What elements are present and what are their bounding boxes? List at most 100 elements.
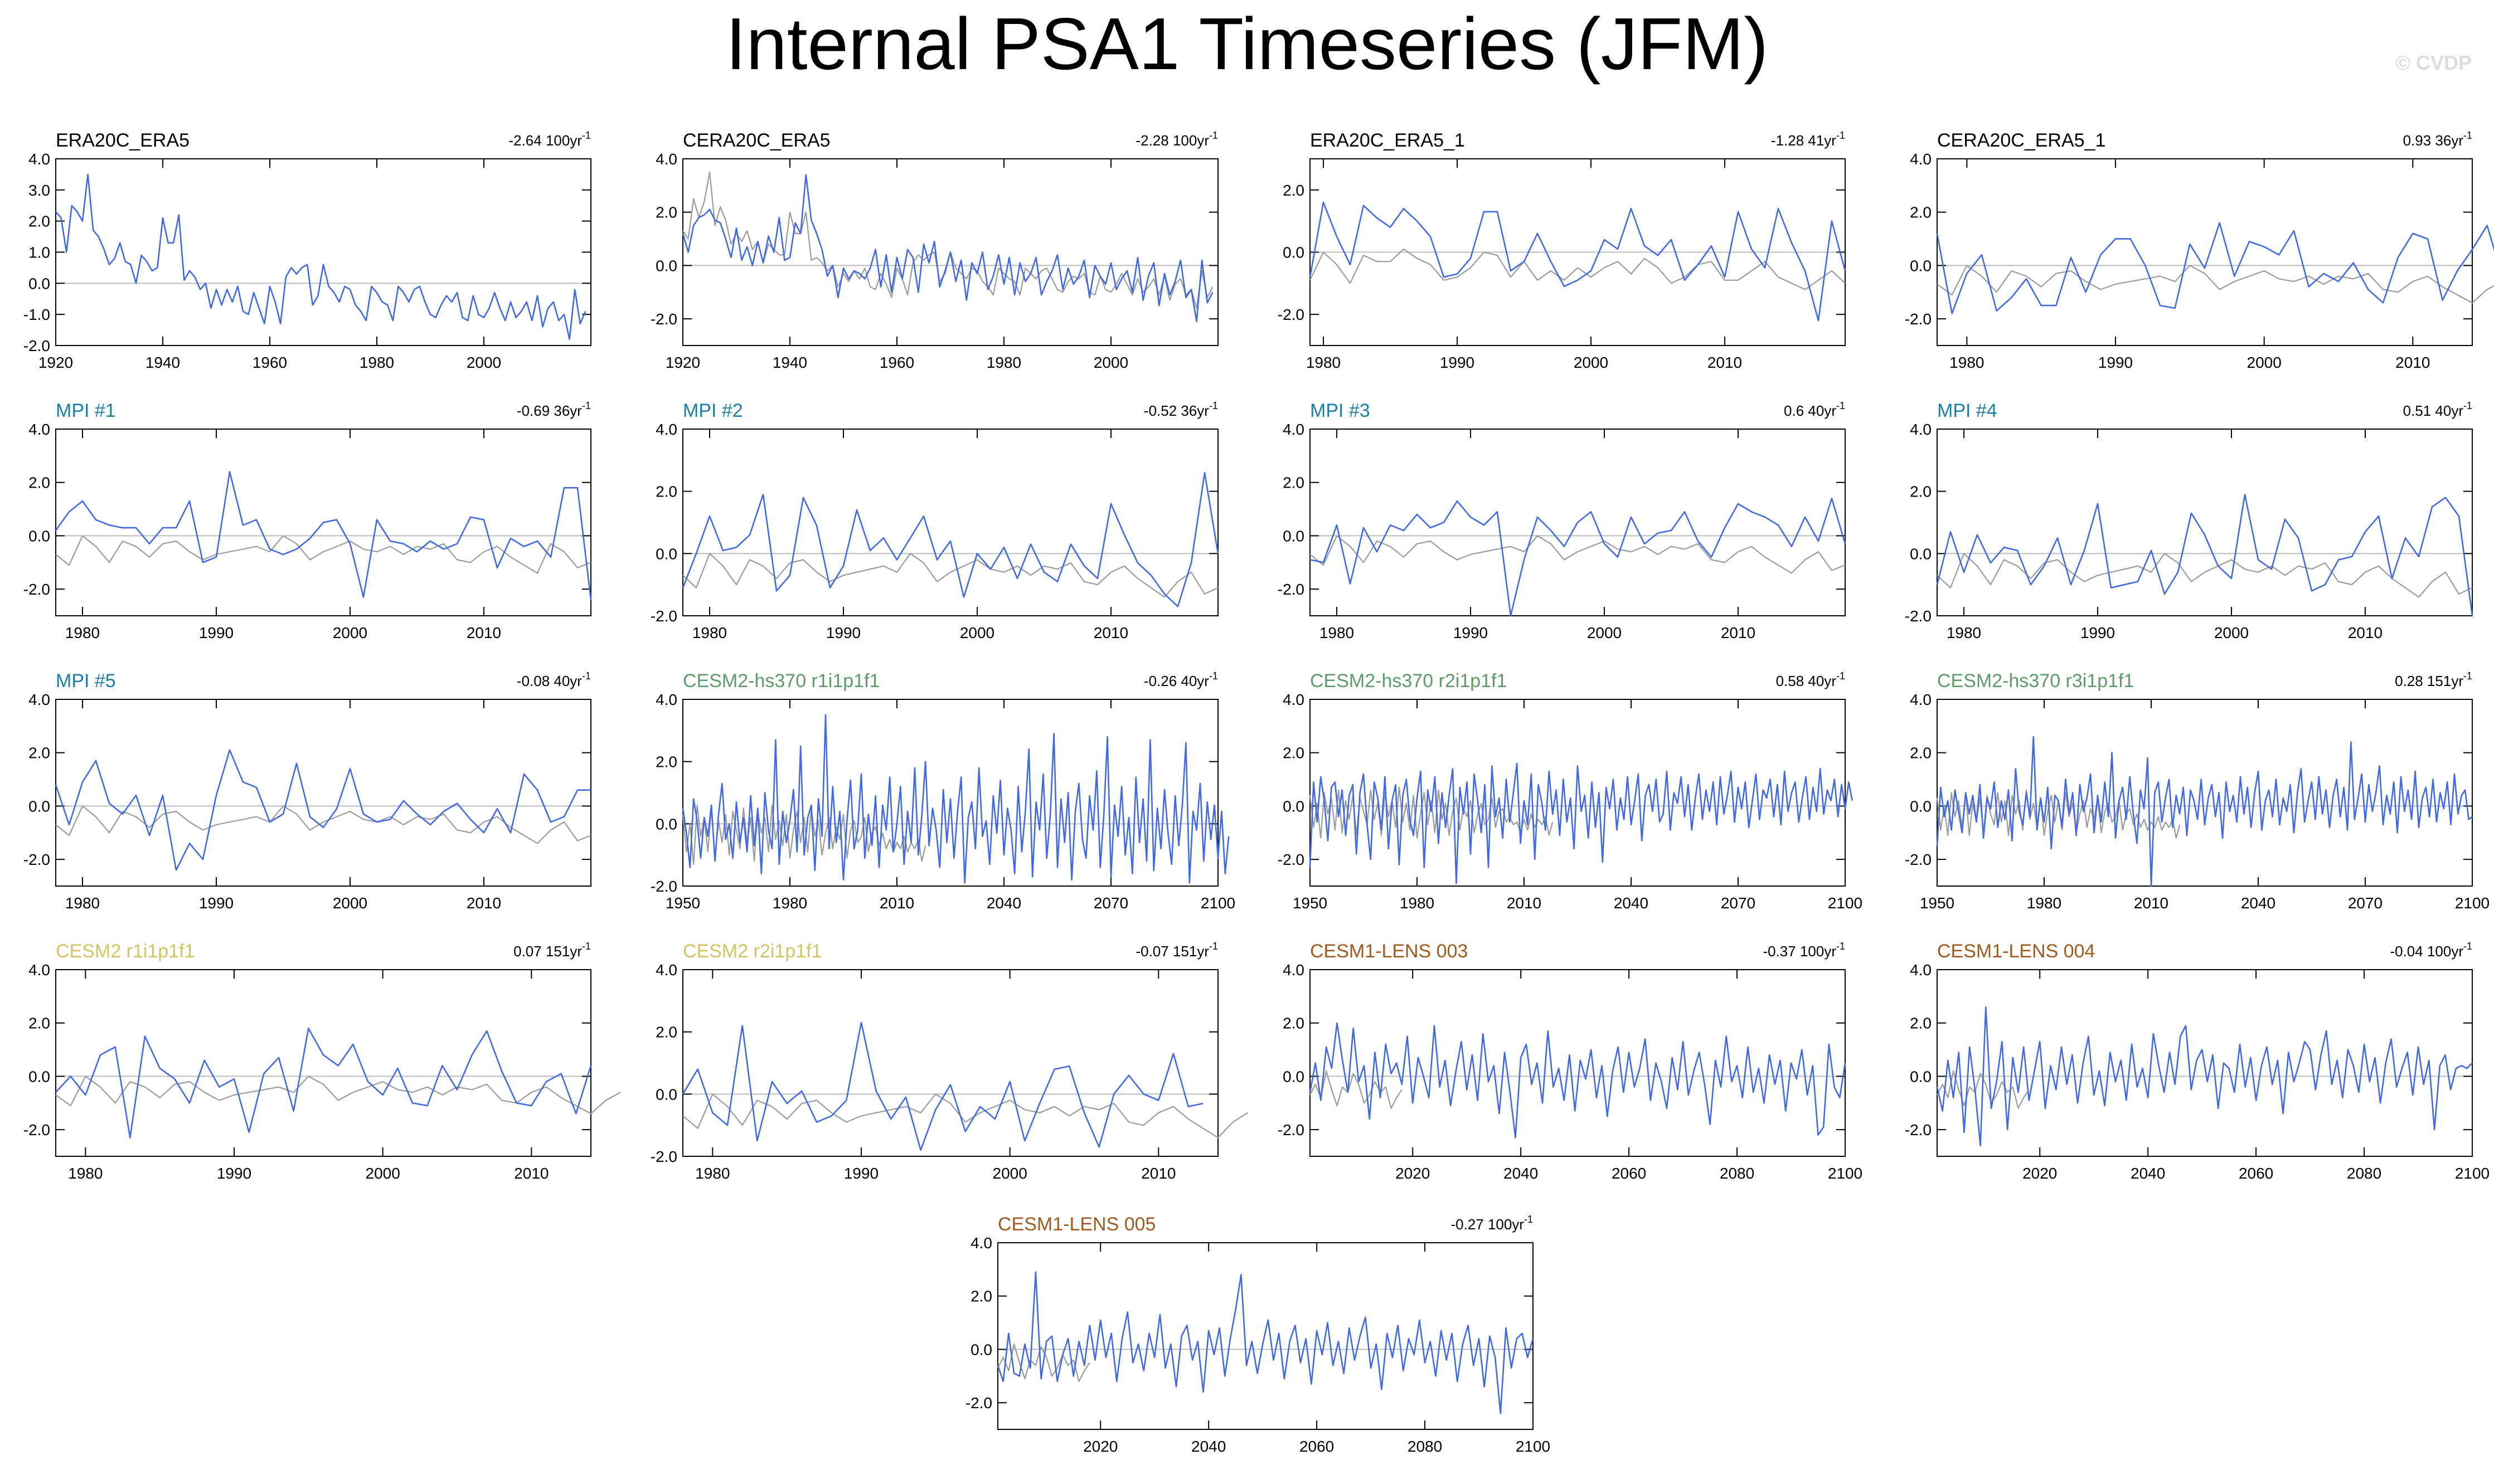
trend-label: -0.04 100yr-1 <box>2390 941 2472 960</box>
plot-frame <box>1309 429 1846 616</box>
panel: 1920 1940 1960 1980 2000 -2.0 0.0 2.0 4.0 CERA20C… <box>651 130 1219 371</box>
x-tick-label: 1960 <box>880 354 914 371</box>
x-tick-label: 2010 <box>2395 354 2430 371</box>
x-tick-label: 1990 <box>844 1165 879 1182</box>
y-tick-label: -2.0 <box>1905 607 1932 625</box>
panel: 1980 1990 2000 2010 -2.0 0.0 2.0 ERA20C_ERA5_1 -… <box>1278 130 1846 371</box>
y-tick-label: 4.0 <box>1910 691 1932 708</box>
trend-unit-exponent: -1 <box>2463 941 2472 952</box>
trend-label: -0.52 36yr-1 <box>1144 400 1218 419</box>
x-tick-label: 1950 <box>1293 894 1327 912</box>
x-tick-label: 1990 <box>1440 354 1474 371</box>
x-tick-label: 2100 <box>1201 894 1235 912</box>
trend-unit-exponent: -1 <box>2463 130 2472 141</box>
y-tick-label: 4.0 <box>28 961 50 979</box>
trend-unit-exponent: -1 <box>1209 941 1218 952</box>
y-tick-label: 4.0 <box>1910 961 1932 979</box>
panel-title: CESM1-LENS 004 <box>1937 941 2095 962</box>
y-tick-label: 2.0 <box>1910 745 1932 762</box>
y-tick-label: 1.0 <box>28 244 50 261</box>
panel-title: CESM2-hs370 r2i1p1f1 <box>1310 670 1507 692</box>
y-tick-label: 4.0 <box>1910 421 1932 438</box>
panel: 1980 1990 2000 2010 -2.0 0.0 2.0 4.0 MPI #5 -0.08… <box>23 670 591 912</box>
x-tick-label: 2060 <box>2239 1165 2273 1182</box>
plot-frame <box>1309 699 1846 887</box>
model-series-line <box>55 1028 592 1138</box>
trend-unit-exponent: -1 <box>1209 400 1218 411</box>
obs-series-line <box>682 553 1219 598</box>
x-tick-label: 2040 <box>987 894 1021 912</box>
y-tick-label: 4.0 <box>1283 961 1304 979</box>
y-tick-label: 2.0 <box>1283 1015 1304 1032</box>
x-tick-label: 2100 <box>2455 1165 2490 1182</box>
y-tick-label: 0.0 <box>1283 244 1304 261</box>
model-series-line <box>682 471 1219 607</box>
obs-series-line <box>682 804 926 865</box>
y-tick-label: 2.0 <box>28 745 50 762</box>
panel: 1980 1990 2000 2010 -2.0 0.0 2.0 4.0 CERA20C_ERA… <box>1905 130 2494 371</box>
panel-title: MPI #1 <box>56 400 116 421</box>
x-tick-label: 1950 <box>666 894 700 912</box>
trend-label: -2.64 100yr-1 <box>508 130 591 149</box>
x-tick-label: 2070 <box>1094 894 1128 912</box>
y-tick-label: -2.0 <box>651 607 677 625</box>
obs-series-line <box>1309 1070 1403 1110</box>
y-tick-label: 2.0 <box>656 483 677 500</box>
model-series-line <box>1309 1022 1846 1138</box>
x-tick-label: 1990 <box>826 624 861 641</box>
x-tick-label: 2000 <box>333 894 367 912</box>
plot-frame <box>682 429 1219 616</box>
trend-label: -0.07 151yr-1 <box>1136 941 1218 960</box>
y-tick-label: 0.0 <box>28 1068 50 1085</box>
x-tick-label: 1980 <box>1949 354 1984 371</box>
x-tick-label: 2040 <box>1191 1438 1226 1455</box>
y-tick-label: -1.0 <box>23 306 50 323</box>
x-tick-label: 1990 <box>199 624 234 641</box>
panel-title: ERA20C_ERA5 <box>56 130 190 151</box>
y-tick-label: -2.0 <box>23 337 50 354</box>
x-tick-label: 2010 <box>1707 354 1742 371</box>
model-series-line <box>55 173 586 340</box>
trend-label: -0.27 100yr-1 <box>1450 1214 1533 1233</box>
x-tick-label: 2070 <box>2348 894 2383 912</box>
x-tick-label: 2010 <box>1507 894 1541 912</box>
y-tick-label: 0.0 <box>1910 797 1932 815</box>
x-tick-label: 2100 <box>1828 1165 1862 1182</box>
plot-frame <box>55 969 591 1157</box>
panel-title: CERA20C_ERA5_1 <box>1937 130 2105 151</box>
obs-series-line <box>55 805 591 844</box>
y-tick-label: 0.0 <box>656 815 677 833</box>
x-tick-label: 2010 <box>1094 624 1128 641</box>
x-tick-label: 2080 <box>1408 1438 1442 1455</box>
y-tick-label: 2.0 <box>28 1015 50 1032</box>
x-tick-label: 1990 <box>2098 354 2133 371</box>
x-tick-label: 2010 <box>1141 1165 1176 1182</box>
y-tick-label: -2.0 <box>1278 581 1304 598</box>
panel-title: MPI #2 <box>683 400 743 421</box>
y-tick-label: -2.0 <box>1905 1121 1932 1138</box>
x-tick-label: 2010 <box>514 1165 549 1182</box>
x-tick-label: 2060 <box>1299 1438 1334 1455</box>
panel-title: CESM1-LENS 003 <box>1310 941 1468 962</box>
trend-label: 0.28 151yr-1 <box>2395 670 2472 689</box>
y-tick-label: -2.0 <box>23 851 50 868</box>
trend-unit-exponent: -1 <box>582 941 591 952</box>
y-tick-label: -2.0 <box>1278 1121 1304 1138</box>
y-tick-label: 3.0 <box>28 182 50 199</box>
y-tick-label: 0.0 <box>656 257 677 274</box>
trend-unit-exponent: -1 <box>1836 400 1845 411</box>
panel: 1920 1940 1960 1980 2000 -2.0 -1.0 0.0 1.0 2.0 3.0… <box>23 130 591 371</box>
x-tick-label: 2020 <box>1395 1165 1430 1182</box>
x-tick-label: 1950 <box>1920 894 1954 912</box>
plot-frame <box>997 1242 1534 1430</box>
plot-frame <box>1937 699 2473 887</box>
trend-label: -0.08 40yr-1 <box>517 670 591 689</box>
panel-title: CESM2 r2i1p1f1 <box>683 941 822 962</box>
trend-unit-exponent: -1 <box>1836 130 1845 141</box>
x-tick-label: 1990 <box>199 894 234 912</box>
y-tick-label: 2.0 <box>971 1288 992 1305</box>
model-series-line <box>1309 201 1846 322</box>
trend-label: 0.07 151yr-1 <box>513 941 591 960</box>
x-tick-label: 1920 <box>38 354 73 371</box>
x-tick-label: 2000 <box>467 354 501 371</box>
